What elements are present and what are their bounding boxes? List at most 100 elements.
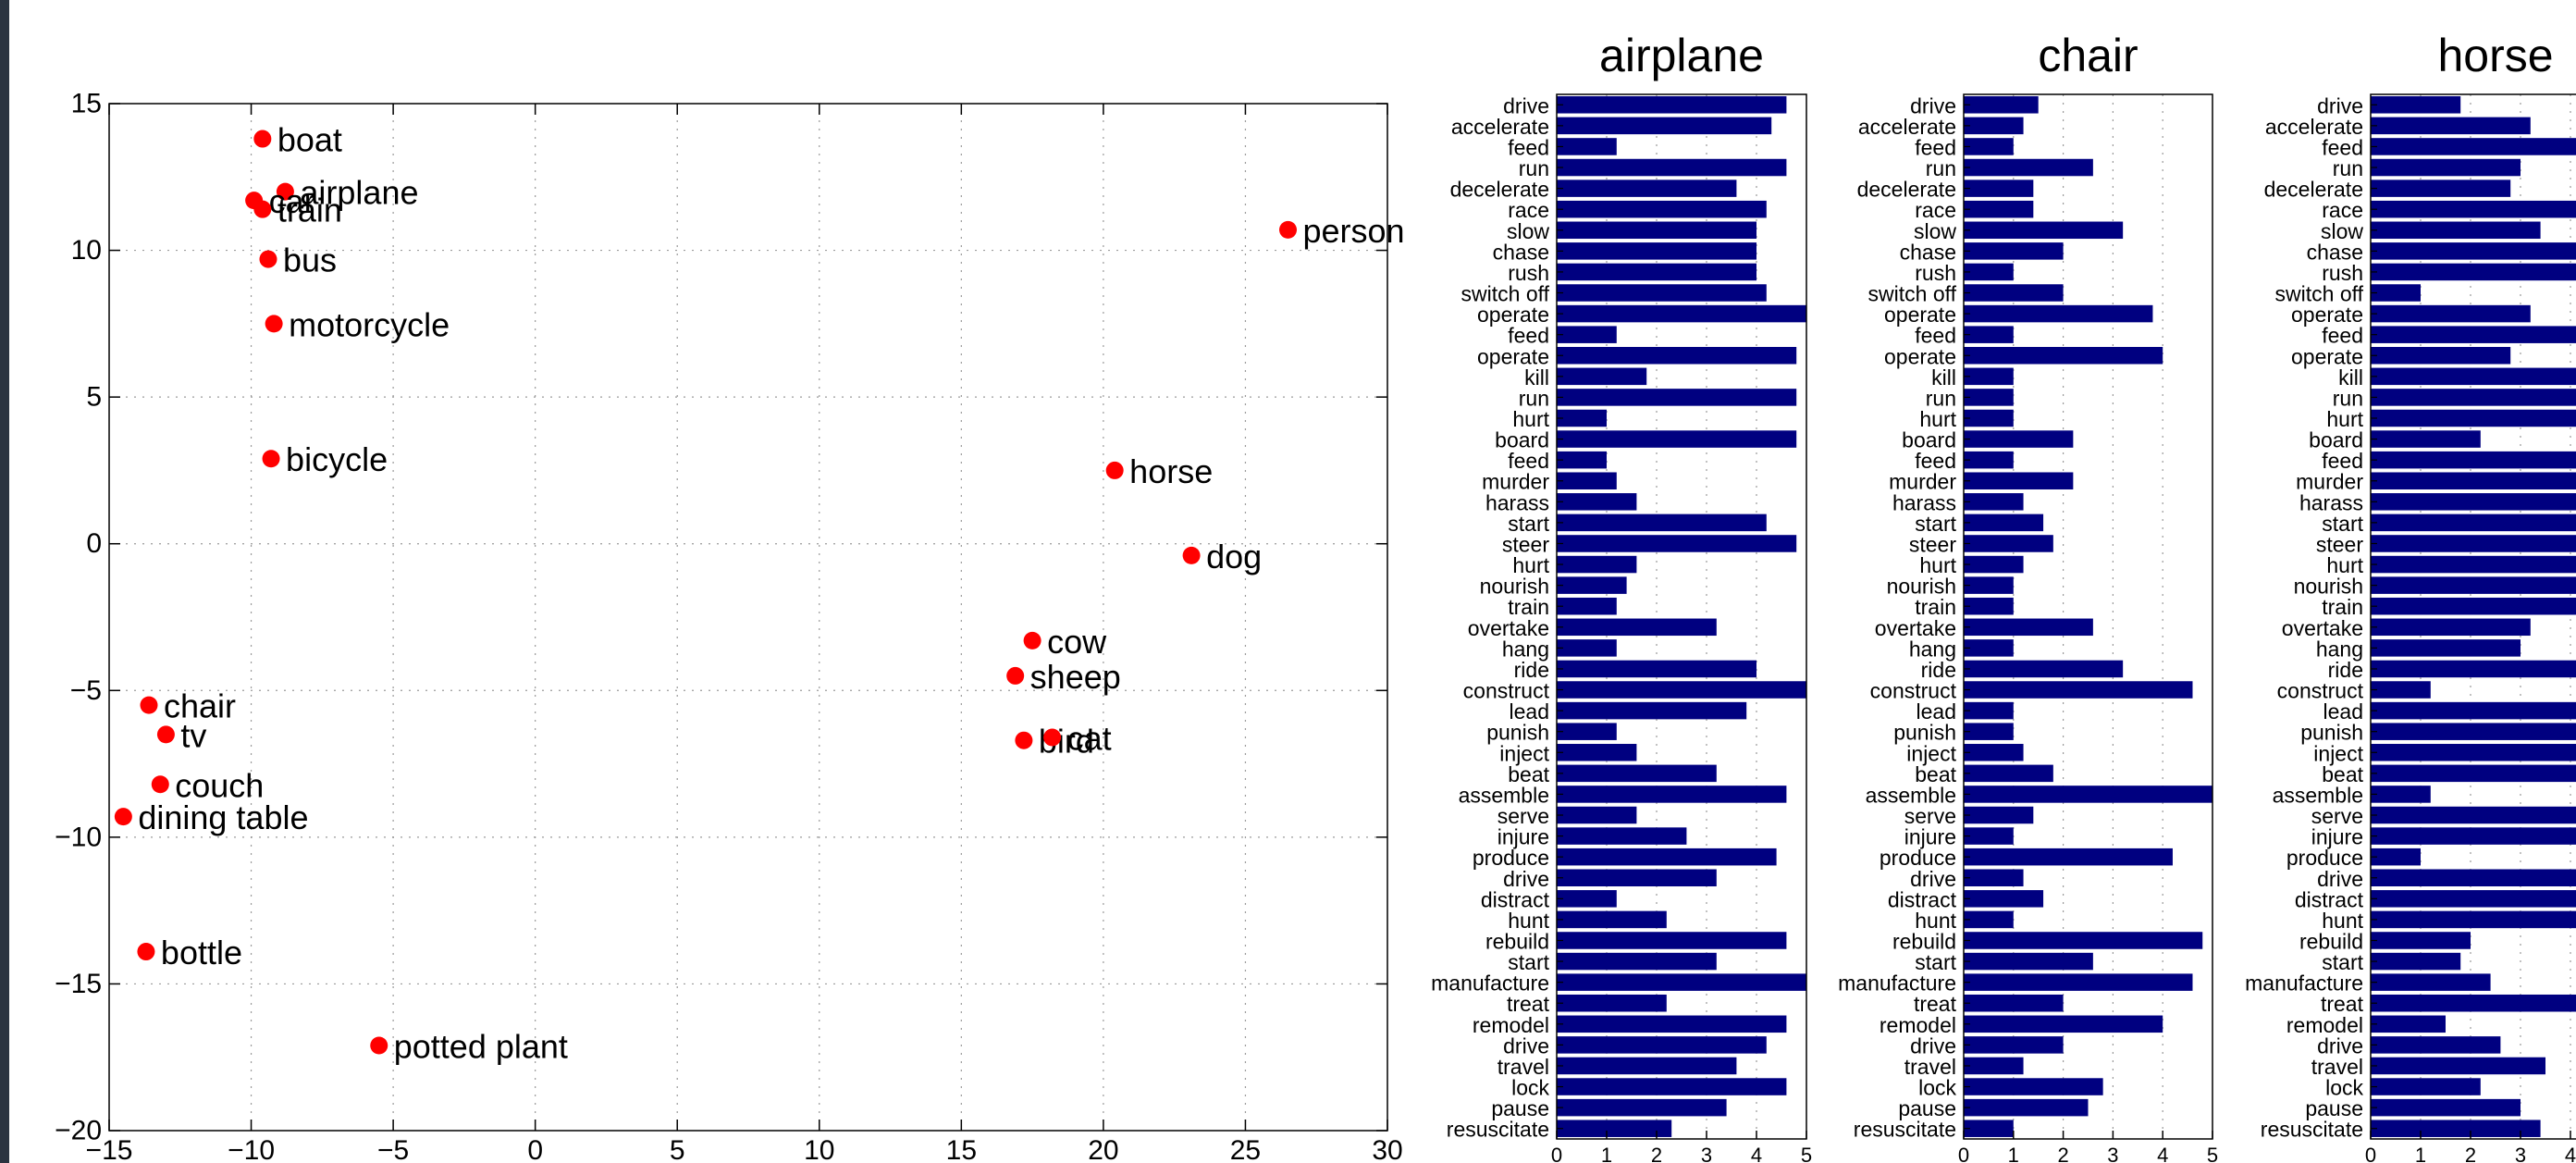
bar <box>1964 660 2124 678</box>
bar-category-label: construct <box>2277 679 2364 703</box>
bar-category-label: feed <box>2322 135 2363 159</box>
bar <box>2371 910 2576 929</box>
bar <box>1557 200 1767 218</box>
bar-category-label: operate <box>1884 344 1956 368</box>
bar-category-label: feed <box>1915 324 1956 348</box>
bar-category-label: feed <box>2322 449 2363 473</box>
bar <box>2371 576 2576 594</box>
bar <box>2371 535 2576 552</box>
bar <box>1964 994 2064 1012</box>
bar-category-label: race <box>1508 198 1549 222</box>
bar-category-label: operate <box>1884 303 1956 327</box>
bar <box>2371 326 2576 343</box>
bar <box>2371 932 2471 949</box>
bar <box>2371 744 2576 761</box>
scatter-x-tick-label: 25 <box>1230 1135 1261 1163</box>
bar <box>1964 263 2014 281</box>
bar <box>1557 576 1627 594</box>
bar <box>1557 304 1806 323</box>
bar <box>1964 576 2014 594</box>
scatter-plot: −15 −10 −5 0 5 10 15 20 25 30−20−15−10−5051015boa… <box>55 89 1404 1163</box>
bar <box>1964 597 2014 615</box>
bar <box>2371 555 2576 574</box>
bar <box>2371 618 2531 637</box>
bar <box>1557 701 1747 720</box>
bar-category-label: feed <box>1915 135 1956 159</box>
bar <box>1557 618 1717 637</box>
scatter-x-tick-label: 20 <box>1088 1135 1118 1163</box>
bar-category-label: resuscitate <box>1854 1118 1956 1142</box>
scatter-x-tick-label: 0 <box>527 1135 543 1163</box>
bar-x-tick-label: 2 <box>2057 1144 2068 1163</box>
scatter-point-label: train <box>277 192 342 229</box>
bar-category-label: operate <box>1477 344 1549 368</box>
bar-category-label: harass <box>2299 490 2363 514</box>
bar <box>1557 806 1637 824</box>
bar-x-tick-label: 0 <box>2365 1144 2376 1163</box>
scatter-point-label: dining table <box>138 798 308 836</box>
bar-category-label: pause <box>1491 1096 1549 1120</box>
bar-category-label: rush <box>2322 261 2363 285</box>
bar <box>1964 221 2124 240</box>
bar-x-tick-label: 0 <box>1958 1144 1969 1163</box>
bar-category-label: feed <box>2322 324 2363 348</box>
bar-panel-title: horse <box>2437 30 2553 81</box>
bar-category-label: drive <box>1910 867 1956 891</box>
bar <box>1557 994 1667 1012</box>
bar-category-label: manufacture <box>1431 971 1549 996</box>
bar-category-label: drive <box>2317 867 2363 891</box>
scatter-point <box>1279 220 1298 239</box>
bar-category-label: drive <box>2317 93 2363 118</box>
scatter-point <box>137 943 155 961</box>
bar-category-label: nourish <box>1887 575 1956 599</box>
bar-x-tick-label: 3 <box>1701 1144 1712 1163</box>
bar <box>1964 200 2034 218</box>
bar-category-label: produce <box>2286 846 2363 870</box>
scatter-point-label: boat <box>277 121 342 159</box>
bar-x-tick-label: 1 <box>2008 1144 2019 1163</box>
bar <box>1557 973 1806 991</box>
bar-category-label: kill <box>2338 365 2363 390</box>
bar-category-label: operate <box>1477 303 1549 327</box>
bar-category-label: hurt <box>1919 407 1956 431</box>
bar <box>2371 806 2576 824</box>
bar-category-label: travel <box>1904 1055 1956 1079</box>
bar <box>2371 597 2576 615</box>
bar <box>2371 367 2576 386</box>
bar-category-label: steer <box>2316 532 2363 556</box>
bar <box>2371 284 2421 302</box>
bar-category-label: hurt <box>2326 407 2363 431</box>
bar-category-label: accelerate <box>1451 115 1549 139</box>
bar-category-label: produce <box>1880 846 1956 870</box>
bar-category-label: hang <box>2316 637 2363 661</box>
bar <box>1557 117 1772 135</box>
bar <box>1557 221 1756 240</box>
bar-x-tick-label: 4 <box>2157 1144 2168 1163</box>
bar-category-label: serve <box>1498 804 1549 828</box>
bar-category-label: run <box>1519 386 1549 410</box>
bar-panel-horse: driveacceleratefeedrundecelerateraceslow… <box>2245 30 2576 1163</box>
bar-category-label: hurt <box>1512 553 1549 577</box>
bar-category-label: lock <box>2325 1076 2363 1100</box>
bar-category-label: distract <box>2295 887 2364 911</box>
bar <box>2371 1057 2545 1075</box>
bar-category-label: treat <box>2321 992 2364 1016</box>
bar-category-label: drive <box>1503 1033 1549 1058</box>
bar <box>1557 409 1607 427</box>
bar <box>1557 660 1756 678</box>
bar <box>2371 827 2576 845</box>
bar <box>2371 952 2461 971</box>
scatter-point <box>276 182 294 201</box>
bar <box>2371 221 2541 240</box>
scatter-point <box>265 315 283 333</box>
scatter-x-tick-label: −15 <box>86 1135 133 1163</box>
bar-category-label: ride <box>1921 658 1956 682</box>
bar-category-label: run <box>2333 386 2363 410</box>
bar-category-label: lead <box>2323 699 2363 724</box>
bar <box>1964 848 2173 866</box>
bar <box>1557 910 1667 929</box>
bar-category-label: nourish <box>1480 575 1549 599</box>
bar-category-label: injure <box>2311 825 2363 849</box>
bar <box>2371 973 2491 991</box>
bar-category-label: slow <box>2321 219 2363 243</box>
